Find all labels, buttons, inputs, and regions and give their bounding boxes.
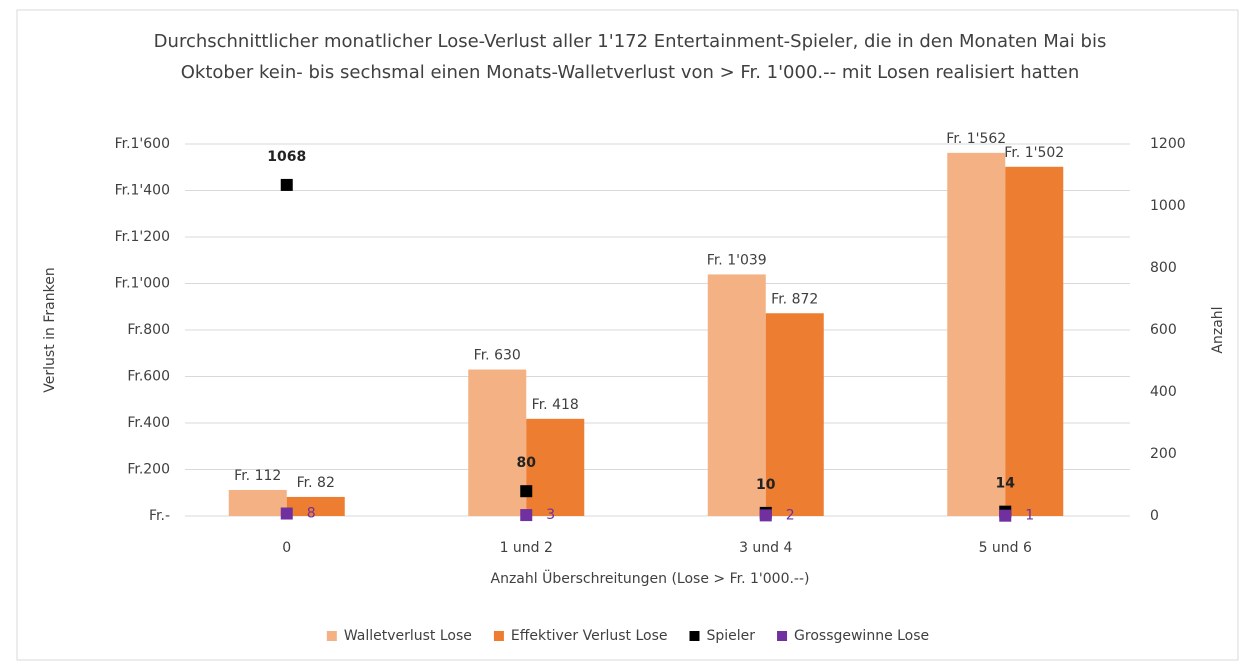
legend-item: Walletverlust Lose bbox=[326, 628, 472, 644]
bar bbox=[468, 369, 527, 516]
y2-tick-label: 800 bbox=[1150, 260, 1177, 276]
y-tick-label: Fr.800 bbox=[127, 322, 170, 338]
y2-axis-title: Anzahl bbox=[1210, 306, 1226, 353]
marker bbox=[520, 485, 533, 498]
bar bbox=[947, 152, 1006, 516]
legend-label: Walletverlust Lose bbox=[344, 628, 472, 644]
marker bbox=[520, 509, 533, 522]
bar-value-label: Fr. 112 bbox=[234, 468, 281, 484]
marker bbox=[999, 509, 1012, 522]
x-tick-label: 3 und 4 bbox=[739, 540, 792, 556]
bar-value-label: Fr. 1'502 bbox=[1004, 145, 1064, 161]
legend-label: Spieler bbox=[706, 628, 755, 644]
y-tick-label: Fr.- bbox=[149, 508, 170, 524]
y2-tick-label: 1000 bbox=[1150, 198, 1186, 214]
marker bbox=[280, 178, 293, 191]
legend-item: Grossgewinne Lose bbox=[777, 628, 929, 644]
marker bbox=[759, 509, 772, 522]
bar-value-label: Fr. 418 bbox=[532, 397, 579, 413]
bar-value-label: Fr. 82 bbox=[297, 475, 335, 491]
legend-item: Effektiver Verlust Lose bbox=[493, 628, 668, 644]
marker-value-label: 1068 bbox=[267, 149, 306, 165]
bar-value-label: Fr. 630 bbox=[474, 348, 521, 364]
y-axis-title: Verlust in Franken bbox=[42, 267, 58, 392]
x-tick-label: 5 und 6 bbox=[979, 540, 1032, 556]
bar bbox=[228, 489, 287, 516]
marker bbox=[280, 507, 293, 520]
legend-label: Effektiver Verlust Lose bbox=[511, 628, 668, 644]
legend-swatch bbox=[326, 631, 337, 641]
marker-value-label: 10 bbox=[756, 477, 776, 493]
marker-value-label: 3 bbox=[546, 507, 555, 523]
y2-tick-label: 600 bbox=[1150, 322, 1177, 338]
bar bbox=[707, 274, 766, 516]
bar-value-label: Fr. 1'039 bbox=[707, 252, 767, 268]
legend-swatch bbox=[493, 631, 504, 641]
y-tick-label: Fr.1'600 bbox=[115, 136, 170, 152]
y2-tick-label: 200 bbox=[1150, 446, 1177, 462]
y2-tick-label: 0 bbox=[1150, 508, 1159, 524]
legend-item: Spieler bbox=[689, 628, 755, 644]
bar-value-label: Fr. 1'562 bbox=[946, 131, 1006, 147]
legend-label: Grossgewinne Lose bbox=[794, 628, 929, 644]
chart-title: Durchschnittlicher monatlicher Lose-Verl… bbox=[153, 31, 1107, 83]
y-tick-label: Fr.1'400 bbox=[115, 183, 170, 199]
x-axis-title: Anzahl Überschreitungen (Lose > Fr. 1'00… bbox=[491, 569, 810, 587]
legend-swatch bbox=[777, 631, 788, 641]
bar bbox=[286, 496, 345, 516]
marker-value-label: 1 bbox=[1025, 508, 1034, 524]
x-tick-label: 0 bbox=[282, 540, 291, 556]
marker-value-label: 80 bbox=[517, 455, 537, 471]
marker-value-label: 2 bbox=[786, 507, 795, 523]
y2-tick-label: 1200 bbox=[1150, 136, 1186, 152]
marker-value-label: 14 bbox=[996, 476, 1016, 492]
bar bbox=[1005, 166, 1064, 516]
y2-tick-label: 400 bbox=[1150, 384, 1177, 400]
y-tick-label: Fr.1'200 bbox=[115, 229, 170, 245]
marker-value-label: 8 bbox=[307, 506, 316, 522]
x-tick-label: 1 und 2 bbox=[500, 540, 553, 556]
y-tick-label: Fr.200 bbox=[127, 462, 170, 478]
bar-value-label: Fr. 872 bbox=[771, 291, 818, 307]
bar bbox=[526, 418, 585, 516]
y-tick-label: Fr.1'000 bbox=[115, 276, 170, 292]
legend-swatch bbox=[689, 631, 700, 641]
bar bbox=[765, 313, 824, 516]
y-tick-label: Fr.600 bbox=[127, 369, 170, 385]
y-tick-label: Fr.400 bbox=[127, 415, 170, 431]
